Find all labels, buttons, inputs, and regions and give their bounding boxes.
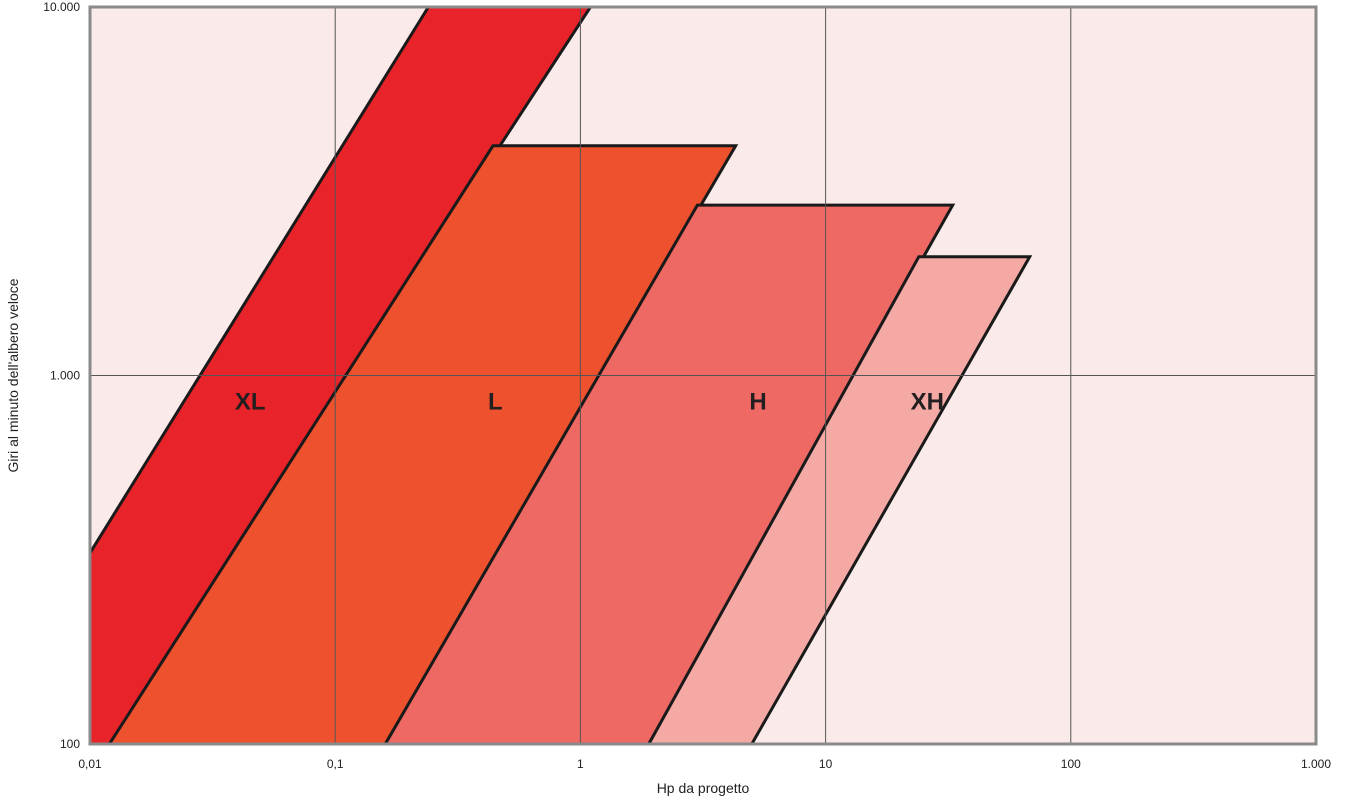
x-axis-ticks: 0,01 0,1 1 10 100 1.000 [78,757,1331,771]
y-tick-label: 10.000 [43,0,80,14]
band-label-xh: XH [911,389,944,416]
x-tick-label: 1 [577,757,584,771]
x-tick-label: 10 [819,757,833,771]
x-tick-label: 0,01 [78,757,102,771]
band-labels: XL L H XH [235,389,944,416]
x-tick-label: 100 [1061,757,1081,771]
band-label-xl: XL [235,389,266,416]
band-label-l: L [488,389,503,416]
y-tick-label: 1.000 [50,369,80,383]
plot-frame [88,5,1318,746]
band-label-h: H [749,389,766,416]
y-axis-ticks: 100 1.000 10.000 [43,0,80,751]
y-tick-label: 100 [60,737,80,751]
y-axis-label: Giri al minuto dell'albero veloce [5,278,21,472]
x-tick-label: 1.000 [1301,757,1331,771]
x-axis-label: Hp da progetto [657,780,750,796]
x-tick-label: 0,1 [327,757,344,771]
